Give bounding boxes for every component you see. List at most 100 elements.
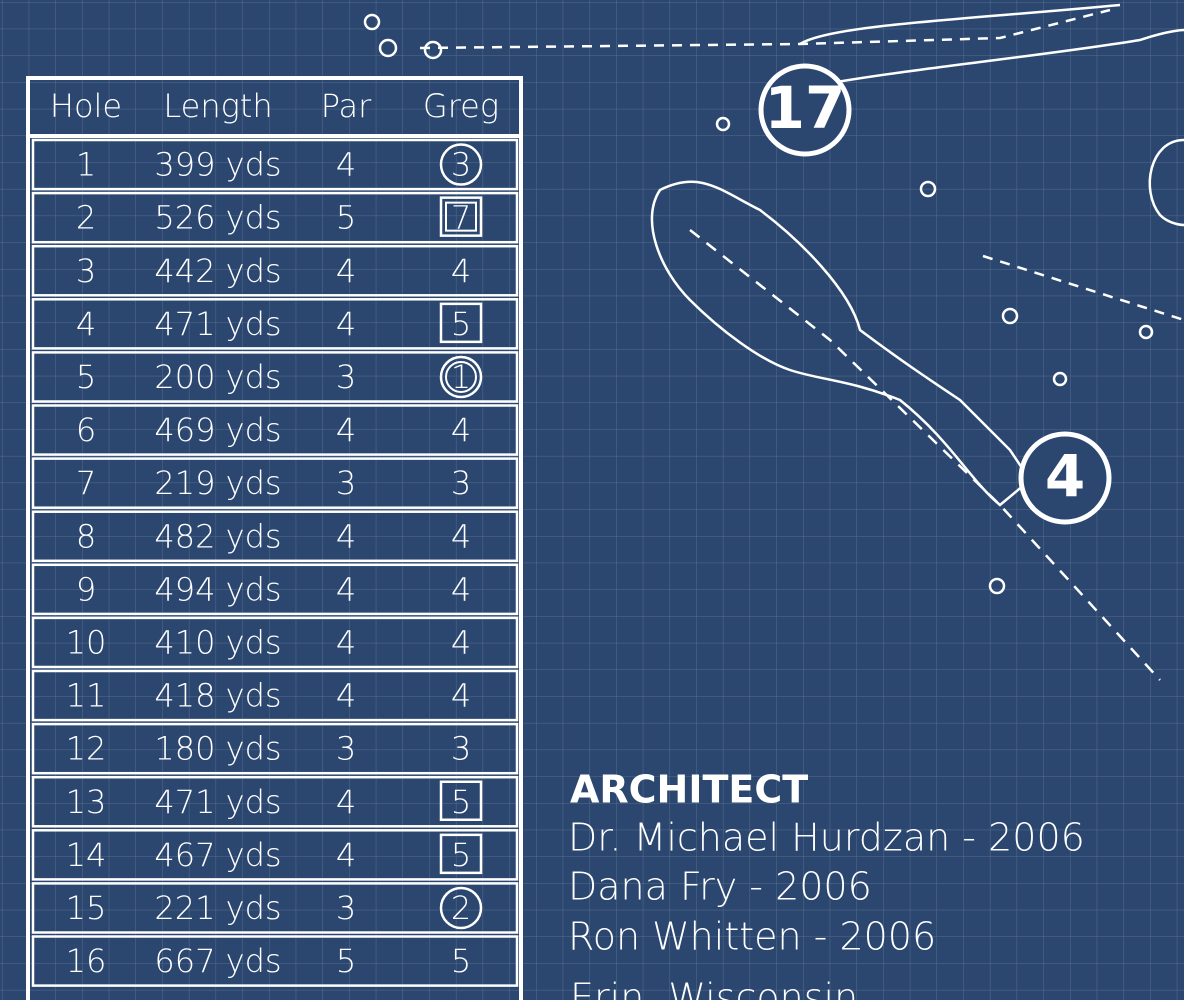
cell-length: 180 yds — [154, 730, 281, 768]
cell-score: 3 — [451, 730, 471, 768]
cell-length: 418 yds — [154, 677, 281, 715]
row-box — [31, 351, 519, 403]
cell-length: 442 yds — [154, 252, 281, 290]
cell-score: 2 — [451, 889, 471, 927]
cell-hole: 6 — [76, 411, 96, 449]
cell-score: 4 — [451, 411, 471, 449]
cell-par: 4 — [336, 411, 356, 449]
cell-score: 5 — [451, 305, 471, 343]
cell-length: 469 yds — [154, 411, 281, 449]
score-circle — [439, 355, 483, 399]
cell-hole: 14 — [66, 836, 107, 874]
row-box — [31, 191, 519, 244]
cell-length: 494 yds — [154, 570, 281, 608]
cell-score: 5 — [451, 836, 471, 874]
cell-score: 3 — [451, 146, 471, 184]
cell-hole: 12 — [66, 730, 107, 768]
cell-par: 4 — [336, 623, 356, 661]
cell-par: 5 — [336, 942, 356, 980]
row-box — [31, 298, 519, 350]
cell-length: 467 yds — [154, 836, 281, 874]
cell-par: 4 — [336, 517, 356, 555]
column-header: Par — [321, 87, 372, 125]
cell-par: 3 — [336, 358, 356, 396]
row-box — [31, 510, 519, 563]
cell-par: 4 — [336, 783, 356, 821]
table-border — [26, 76, 523, 1000]
cell-hole: 13 — [66, 783, 107, 821]
cell-hole: 10 — [66, 623, 107, 661]
hole-label: 4 — [1045, 442, 1085, 510]
cell-length: 667 yds — [154, 942, 281, 980]
row-box — [31, 775, 519, 828]
cell-score: 7 — [451, 199, 471, 237]
cell-score: 4 — [451, 677, 471, 715]
column-header: Greg — [423, 87, 499, 125]
row-box — [31, 722, 519, 775]
cell-length: 200 yds — [154, 358, 281, 396]
architect-line: Ron Whitten - 2006 — [568, 915, 936, 959]
cell-hole: 16 — [66, 942, 107, 980]
row-box — [31, 404, 519, 456]
row-box — [31, 669, 519, 722]
score-square — [439, 196, 483, 237]
score-circle — [439, 886, 483, 930]
hole-marker — [758, 63, 852, 157]
score-square — [439, 780, 483, 821]
cell-hole: 7 — [76, 464, 96, 502]
cell-hole: 11 — [66, 677, 107, 715]
architect-line: Dr. Michael Hurdzan - 2006 — [568, 816, 1085, 860]
cell-length: 482 yds — [154, 517, 281, 555]
cell-par: 4 — [336, 570, 356, 608]
cell-hole: 1 — [76, 146, 96, 184]
cell-par: 4 — [336, 836, 356, 874]
hole-markers: 17 4 — [758, 63, 1112, 525]
cell-hole: 5 — [76, 358, 96, 396]
cell-length: 219 yds — [154, 464, 281, 502]
cell-score: 4 — [451, 517, 471, 555]
cell-hole: 8 — [76, 517, 96, 555]
cell-score: 5 — [451, 942, 471, 980]
row-box — [31, 829, 519, 881]
row-box — [31, 616, 519, 669]
hole-marker — [1018, 431, 1112, 525]
cell-length: 221 yds — [154, 889, 281, 927]
cell-length: 526 yds — [154, 199, 281, 237]
cell-par: 5 — [336, 199, 356, 237]
cell-par: 3 — [336, 889, 356, 927]
cell-length: 399 yds — [154, 146, 281, 184]
location: Erin, Wisconsin — [570, 976, 858, 1000]
score-square — [439, 833, 483, 875]
architect-line: Dana Fry - 2006 — [568, 865, 872, 909]
cell-hole: 2 — [76, 199, 96, 237]
cell-score: 1 — [451, 358, 471, 396]
score-circle-inner — [445, 360, 477, 393]
cell-score: 4 — [451, 623, 471, 661]
row-box — [31, 138, 519, 191]
column-header: Length — [163, 87, 272, 125]
course-map — [363, 3, 1184, 681]
score-square-inner — [445, 201, 477, 232]
cell-length: 471 yds — [154, 783, 281, 821]
architect: ARCHITECT Dr. Michael Hurdzan - 2006 Dan… — [568, 768, 1085, 1000]
cell-score: 4 — [451, 252, 471, 290]
cell-hole: 3 — [76, 252, 96, 290]
cell-length: 471 yds — [154, 305, 281, 343]
cell-hole: 9 — [76, 570, 96, 608]
architect-heading: ARCHITECT — [570, 768, 808, 812]
cell-score: 5 — [451, 783, 471, 821]
cell-par: 4 — [336, 305, 356, 343]
cell-par: 3 — [336, 730, 356, 768]
cell-score: 4 — [451, 570, 471, 608]
row-box — [31, 882, 519, 934]
cell-par: 4 — [336, 677, 356, 715]
row-box — [31, 935, 519, 987]
row-box — [31, 563, 519, 616]
row-box — [31, 244, 519, 297]
row-box — [31, 457, 519, 509]
cell-hole: 4 — [76, 305, 96, 343]
score-circle — [439, 143, 483, 186]
